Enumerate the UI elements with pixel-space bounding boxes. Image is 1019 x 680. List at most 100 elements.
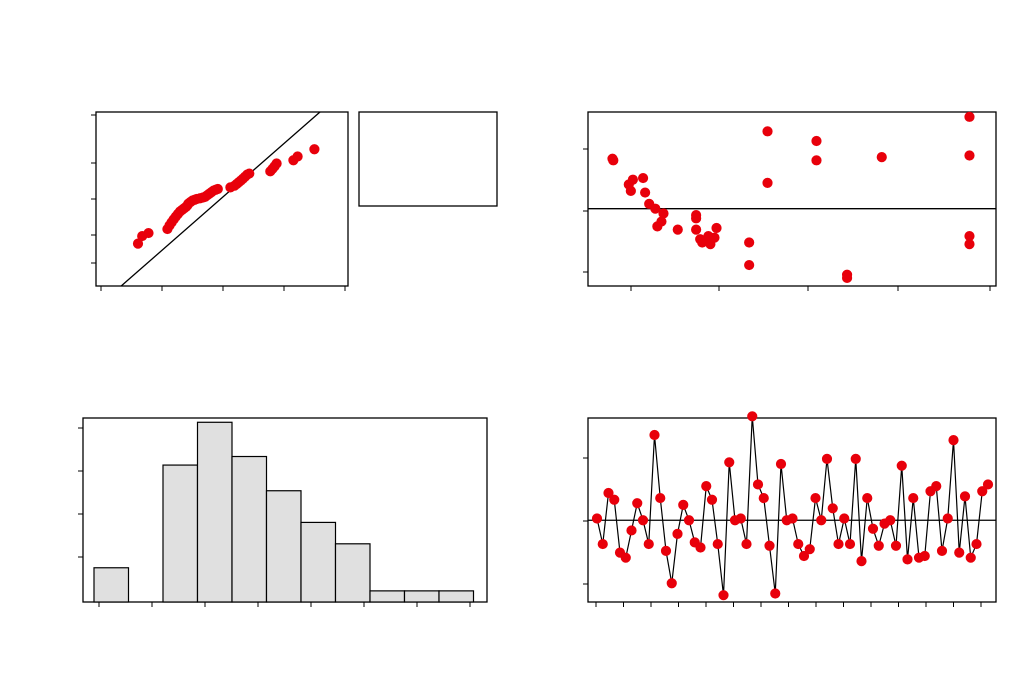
residuals-vs-order-point xyxy=(942,513,953,524)
residuals-vs-order-point xyxy=(971,538,982,550)
residuals-vs-order-point xyxy=(620,552,631,563)
histogram-bars xyxy=(93,421,475,603)
histogram-bar xyxy=(334,543,371,603)
residuals-vs-order-frame xyxy=(587,417,997,603)
residuals-vs-order-point xyxy=(902,554,913,565)
histogram-ticks xyxy=(78,427,471,607)
residuals-vs-fits-point xyxy=(658,208,669,219)
histogram-bar xyxy=(196,421,233,603)
normal-probability-fit-line xyxy=(120,111,321,287)
residuals-vs-order-point xyxy=(793,538,804,550)
residuals-vs-fits-point xyxy=(841,272,853,284)
residuals-vs-order-point xyxy=(678,499,689,510)
residuals-vs-order-point xyxy=(735,513,746,524)
residuals-vs-fits-point xyxy=(811,155,822,166)
residuals-vs-order-point xyxy=(643,538,654,550)
residuals-vs-order-ticks xyxy=(583,457,982,607)
residuals-vs-fits-point xyxy=(964,239,975,250)
residuals-vs-order-point xyxy=(965,552,976,563)
histogram-bar xyxy=(93,567,130,603)
residuals-vs-order-point xyxy=(977,486,988,497)
residuals-vs-fits-point xyxy=(691,213,702,224)
normal-probability-point xyxy=(309,144,320,155)
residuals-vs-fits-point xyxy=(691,224,702,235)
residuals-vs-order-point xyxy=(666,578,677,589)
normal-probability-panel xyxy=(91,111,498,291)
residuals-vs-order-point xyxy=(896,460,907,471)
residuals-vs-order-points xyxy=(591,411,994,601)
residuals-vs-order-point xyxy=(637,515,649,526)
residuals-vs-order-point xyxy=(764,540,775,551)
residuals-vs-order-point xyxy=(936,545,948,556)
histogram-bar xyxy=(162,464,199,603)
normal-probability-ticks xyxy=(91,114,346,291)
legend-box xyxy=(358,111,498,207)
residuals-vs-order-point xyxy=(626,525,637,536)
residuals-vs-fits-point xyxy=(762,126,773,137)
residuals-vs-order-point xyxy=(885,515,896,526)
residuals-vs-order-point xyxy=(804,544,815,555)
residuals-vs-order-point xyxy=(873,540,884,551)
residuals-vs-order-point xyxy=(718,590,729,601)
residuals-vs-order-point xyxy=(770,588,781,599)
residuals-vs-order-point xyxy=(890,540,902,551)
residuals-vs-order-point xyxy=(867,523,879,534)
histogram-bar xyxy=(300,521,337,603)
residuals-vs-order-point xyxy=(747,411,758,422)
residuals-vs-order-point xyxy=(591,513,603,524)
residuals-vs-order-point xyxy=(706,494,718,505)
residuals-vs-fits-point xyxy=(650,203,661,214)
residuals-vs-order-line xyxy=(596,416,989,596)
residuals-vs-order-point xyxy=(787,513,798,524)
residuals-vs-order-point xyxy=(672,528,683,539)
residuals-vs-order-point xyxy=(816,515,827,526)
histogram-bar xyxy=(231,455,268,603)
residuals-vs-order-point xyxy=(839,513,850,524)
residuals-vs-order-point xyxy=(701,481,712,492)
residuals-vs-fits-point xyxy=(744,259,755,271)
residuals-vs-order-point xyxy=(798,550,810,562)
residuals-vs-fits-point xyxy=(964,111,975,122)
residuals-vs-fits-panel xyxy=(583,111,997,291)
normal-probability-frame xyxy=(95,111,349,287)
residuals-vs-fits-point xyxy=(637,172,649,184)
normal-probability-point xyxy=(132,238,144,249)
residuals-vs-order-point xyxy=(908,492,919,504)
residuals-vs-order-point xyxy=(982,479,994,490)
residuals-vs-fits-point xyxy=(744,237,755,248)
residuals-vs-fits-point xyxy=(640,187,651,198)
residuals-vs-order-point xyxy=(597,538,608,550)
residuals-vs-order-point xyxy=(931,481,942,492)
residuals-vs-fits-point xyxy=(608,155,619,166)
residuals-vs-fits-point xyxy=(876,152,887,163)
residuals-vs-order-point xyxy=(632,498,643,509)
residuals-vs-order-point xyxy=(844,538,856,550)
residuals-vs-fits-point xyxy=(811,135,822,147)
residuals-vs-fits-point xyxy=(625,185,636,197)
residuals-vs-fits-point xyxy=(762,177,773,188)
histogram-bar xyxy=(369,590,406,603)
residuals-vs-order-point xyxy=(758,492,769,504)
histogram-bar xyxy=(265,490,302,603)
residuals-vs-fits-point xyxy=(711,222,722,234)
residuals-vs-fits-point xyxy=(709,232,720,243)
residuals-vs-order-point xyxy=(810,492,821,504)
residuals-vs-order-point xyxy=(724,457,735,468)
residuals-vs-order-point xyxy=(660,545,672,556)
residuals-vs-order-point xyxy=(752,479,764,490)
residuals-vs-order-point xyxy=(775,458,787,470)
residuals-vs-order-point xyxy=(948,435,959,446)
residuals-vs-fits-point xyxy=(672,224,683,235)
residuals-vs-order-point xyxy=(856,556,867,567)
residuals-vs-order-point xyxy=(959,491,971,502)
normal-probability-point xyxy=(292,151,303,162)
residuals-vs-order-point xyxy=(862,492,873,504)
residuals-vs-order-point xyxy=(919,550,930,562)
residuals-vs-order-point xyxy=(603,487,614,499)
residuals-vs-order-point xyxy=(827,503,838,514)
histogram-panel xyxy=(78,417,488,607)
residuals-vs-order-panel xyxy=(583,411,997,607)
residuals-vs-fits-point xyxy=(627,174,638,185)
residuals-vs-order-point xyxy=(655,492,666,504)
